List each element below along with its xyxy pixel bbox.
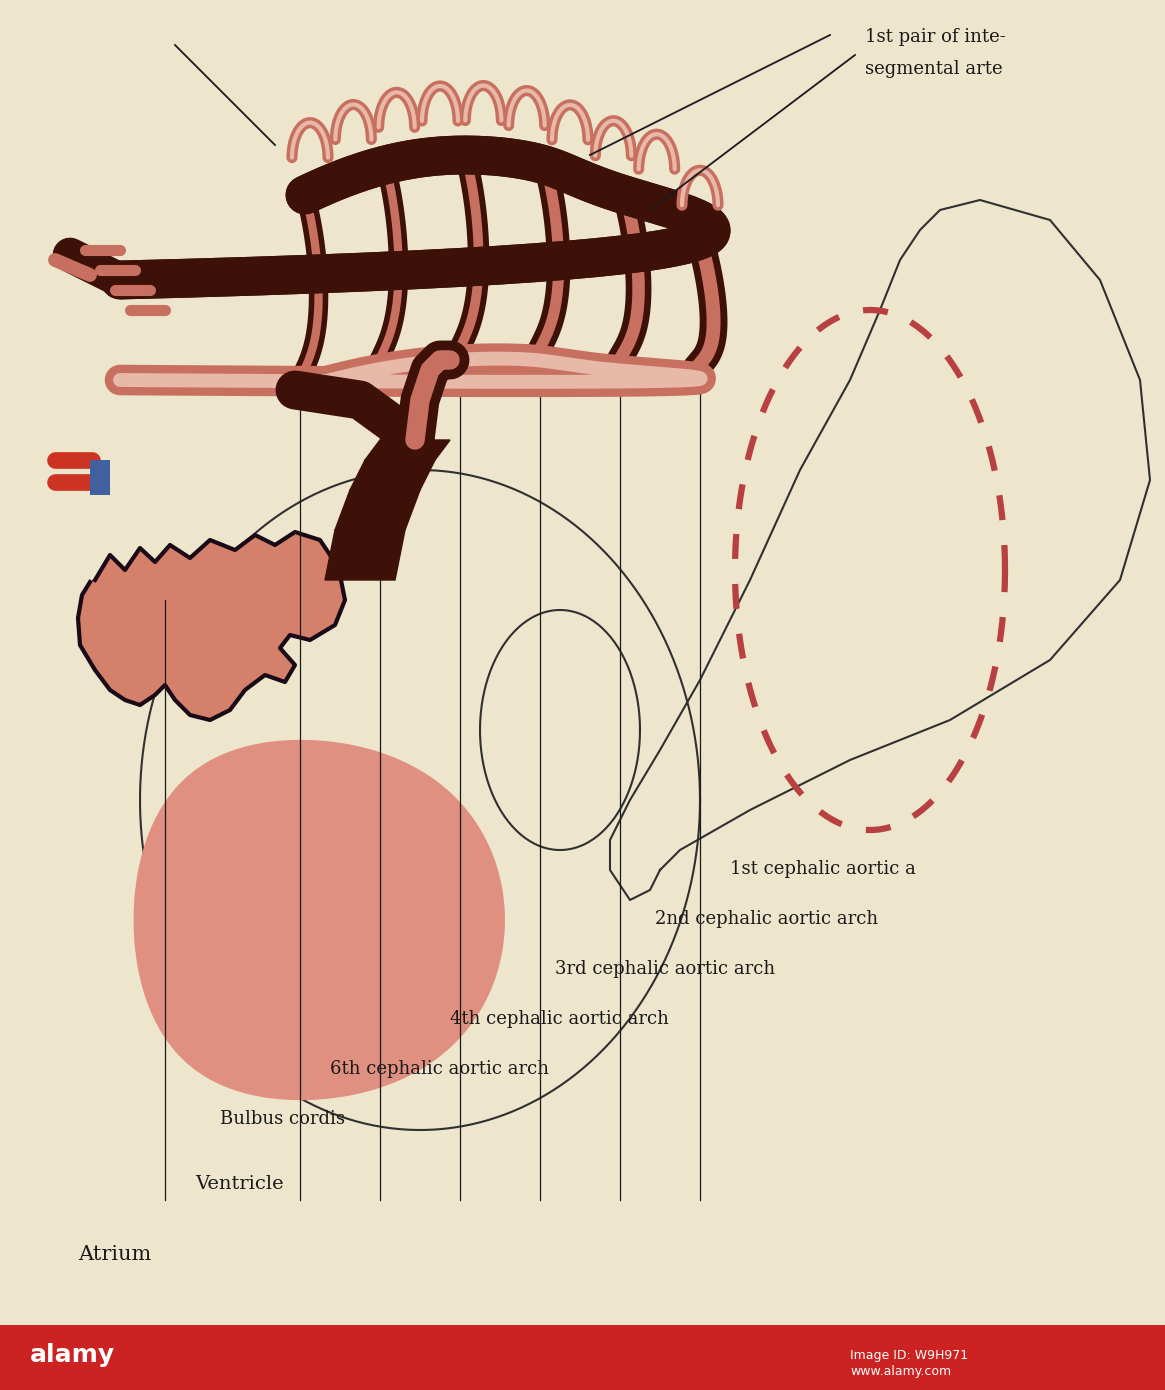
Text: 2nd cephalic aortic arch: 2nd cephalic aortic arch [655, 910, 878, 929]
Text: 4th cephalic aortic arch: 4th cephalic aortic arch [450, 1011, 669, 1029]
Polygon shape [350, 460, 435, 491]
Bar [90, 460, 110, 495]
Text: 6th cephalic aortic arch: 6th cephalic aortic arch [330, 1061, 549, 1079]
Polygon shape [134, 741, 504, 1099]
Text: 3rd cephalic aortic arch: 3rd cephalic aortic arch [555, 960, 775, 979]
Text: Ventricle: Ventricle [195, 1175, 283, 1193]
Text: Atrium: Atrium [78, 1245, 151, 1264]
Text: Bulbus cordis: Bulbus cordis [220, 1111, 345, 1129]
Text: segmental arte: segmental arte [864, 60, 1003, 78]
Text: Image ID: W9H971: Image ID: W9H971 [850, 1348, 968, 1361]
Text: 1st pair of inte-: 1st pair of inte- [864, 28, 1005, 46]
Text: www.alamy.com: www.alamy.com [850, 1365, 951, 1379]
Polygon shape [325, 530, 405, 580]
Polygon shape [336, 491, 421, 530]
Bar [0, 1325, 1165, 1390]
Text: alamy: alamy [30, 1343, 115, 1366]
Polygon shape [365, 441, 450, 460]
Polygon shape [78, 532, 345, 720]
Text: 1st cephalic aortic a: 1st cephalic aortic a [730, 860, 916, 878]
